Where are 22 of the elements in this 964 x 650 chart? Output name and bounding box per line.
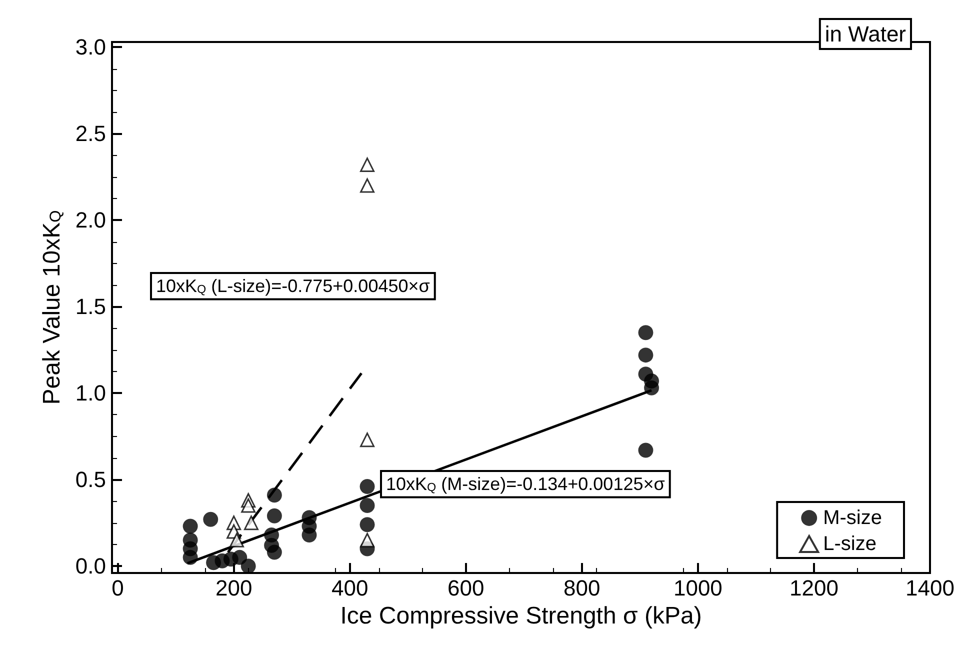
y-tick-label: 2.5: [75, 121, 106, 146]
x-tick-label: 1400: [906, 576, 954, 600]
y-tick-label: 0.0: [75, 554, 106, 579]
y-tick-label: 1.0: [75, 380, 106, 406]
x-tick-label: 800: [564, 576, 600, 600]
x-tick-label: 200: [215, 576, 252, 600]
annotation: 10xKQ (L-size)=-0.775+0.00450×σ: [156, 276, 430, 296]
y-tick-label: 0.5: [75, 467, 106, 492]
annotation: in Water: [824, 22, 906, 46]
x-tick-label: 1200: [789, 576, 838, 600]
y-axis-title: Peak Value 10xKQ: [38, 210, 66, 405]
x-tick-label: 600: [448, 576, 484, 600]
legend-label: M-size: [823, 507, 882, 529]
x-tick-label: 0: [112, 576, 124, 600]
legend-label: L-size: [823, 533, 876, 555]
x-tick-label: 400: [332, 576, 368, 600]
y-tick-label: 1.5: [75, 294, 106, 320]
annotation: 10xKQ (M-size)=-0.134+0.00125×σ: [386, 474, 665, 494]
y-tick-label: 2.0: [75, 208, 106, 233]
y-tick-label: 3.0: [75, 34, 106, 60]
x-tick-label: 1000: [673, 576, 722, 600]
x-axis-title: Ice Compressive Strength σ (kPa): [340, 602, 702, 630]
